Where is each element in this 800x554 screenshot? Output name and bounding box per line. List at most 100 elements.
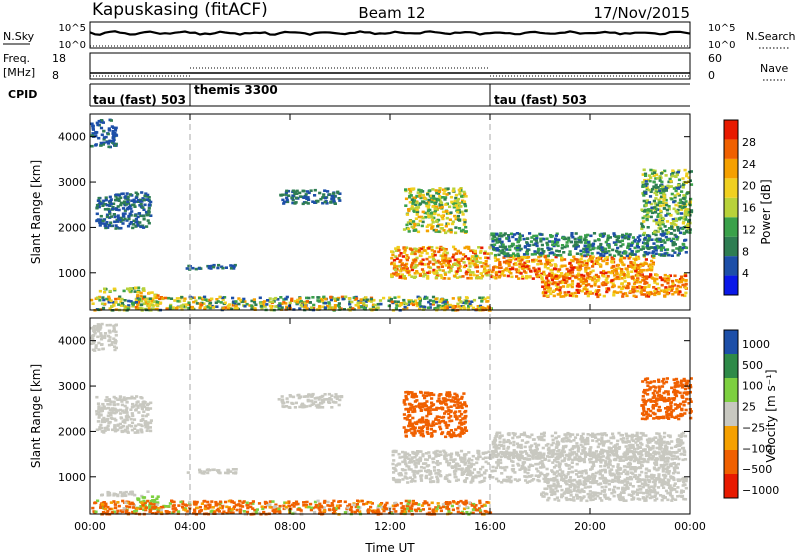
heatmap-cell	[374, 509, 378, 513]
heatmap-cell	[113, 345, 117, 348]
heatmap-cell	[586, 294, 590, 298]
heatmap-cell	[181, 502, 185, 506]
heatmap-cell	[195, 302, 199, 305]
heatmap-cell	[97, 136, 101, 140]
heatmap-cell	[331, 504, 335, 507]
heatmap-cell	[655, 244, 659, 248]
heatmap-cell	[612, 284, 616, 287]
heatmap-cell	[662, 277, 666, 280]
heatmap-cell	[149, 303, 153, 306]
heatmap-cell	[636, 278, 640, 282]
heatmap-cell	[108, 210, 112, 213]
heatmap-cell	[418, 262, 422, 265]
heatmap-cell	[190, 305, 194, 309]
heatmap-cell	[463, 230, 468, 233]
heatmap-cell	[209, 510, 213, 513]
heatmap-cell	[576, 282, 580, 286]
heatmap-cell	[248, 304, 252, 307]
heatmap-cell	[444, 248, 448, 251]
heatmap-cell	[125, 505, 129, 508]
heatmap-cell	[336, 296, 341, 300]
heatmap-cell	[655, 240, 660, 243]
heatmap-cell	[405, 267, 409, 270]
heatmap-cell	[633, 253, 637, 256]
heatmap-cell	[130, 428, 134, 432]
heatmap-cell	[306, 202, 310, 205]
heatmap-cell	[548, 272, 552, 276]
heatmap-cell	[655, 282, 659, 286]
heatmap-cell	[539, 240, 543, 243]
heatmap-cell	[140, 407, 144, 411]
heatmap-cell	[139, 200, 143, 203]
heatmap-cell	[149, 419, 153, 422]
heatmap-cell	[99, 220, 103, 223]
heatmap-cell	[437, 261, 442, 264]
heatmap-cell	[99, 144, 103, 147]
heatmap-cell	[114, 224, 118, 227]
heatmap-cell	[173, 507, 177, 510]
heatmap-cell	[419, 260, 423, 263]
heatmap-cell	[465, 272, 469, 276]
heatmap-cell	[194, 299, 198, 303]
heatmap-cell	[434, 506, 438, 509]
heatmap-cell	[227, 507, 231, 511]
heatmap-cell	[104, 399, 108, 403]
heatmap-cell	[484, 271, 488, 275]
heatmap-cell	[330, 502, 334, 505]
heatmap-cell	[475, 276, 479, 280]
heatmap-cell	[97, 119, 101, 123]
heatmap-cell	[125, 411, 129, 414]
heatmap-cell	[590, 257, 594, 260]
heatmap-cell	[394, 265, 399, 268]
heatmap-cell	[636, 277, 640, 280]
heatmap-cell	[513, 247, 518, 250]
heatmap-cell	[448, 205, 452, 209]
heatmap-cell	[599, 461, 603, 464]
heatmap-cell	[517, 259, 521, 263]
heatmap-cell	[663, 279, 667, 283]
heatmap-cell	[425, 296, 429, 299]
heatmap-cell	[485, 501, 489, 504]
heatmap-cell	[117, 208, 121, 212]
heatmap-cell	[139, 507, 143, 510]
heatmap-cell	[120, 302, 125, 305]
heatmap-cell	[613, 277, 617, 281]
heatmap-cell	[308, 307, 312, 311]
heatmap-cell	[418, 192, 423, 196]
heatmap-cell	[665, 292, 670, 296]
heatmap-cell	[635, 289, 639, 293]
heatmap-cell	[181, 505, 185, 509]
heatmap-cell	[400, 263, 404, 267]
heatmap-cell	[104, 504, 108, 508]
heatmap-cell	[665, 277, 669, 281]
heatmap-cell	[549, 263, 553, 266]
heatmap-cell	[300, 195, 304, 199]
heatmap-cell	[574, 232, 578, 235]
heatmap-cell	[108, 403, 112, 406]
heatmap-cell	[99, 120, 103, 124]
heatmap-cell	[677, 280, 681, 284]
heatmap-cell	[658, 276, 662, 279]
heatmap-cell	[596, 295, 600, 299]
heatmap-cell	[655, 173, 659, 176]
heatmap-cell	[577, 277, 581, 281]
heatmap-cell	[457, 504, 461, 508]
heatmap-cell	[148, 203, 152, 206]
heatmap-cell	[200, 471, 204, 475]
heatmap-cell	[432, 268, 436, 272]
heatmap-cell	[584, 292, 588, 295]
heatmap-cell	[144, 420, 148, 423]
heatmap-cell	[573, 478, 577, 482]
heatmap-cell	[472, 298, 477, 302]
heatmap-cell	[314, 503, 318, 507]
heatmap-cell	[495, 241, 499, 244]
heatmap-cell	[678, 278, 683, 281]
heatmap-cell	[605, 287, 609, 290]
heatmap-cell	[681, 283, 685, 287]
heatmap-cell	[645, 199, 649, 202]
heatmap-cell	[412, 199, 417, 202]
heatmap-cell	[313, 201, 317, 204]
heatmap-cell	[387, 304, 391, 308]
heatmap-cell	[606, 274, 610, 278]
heatmap-cell	[589, 234, 593, 238]
